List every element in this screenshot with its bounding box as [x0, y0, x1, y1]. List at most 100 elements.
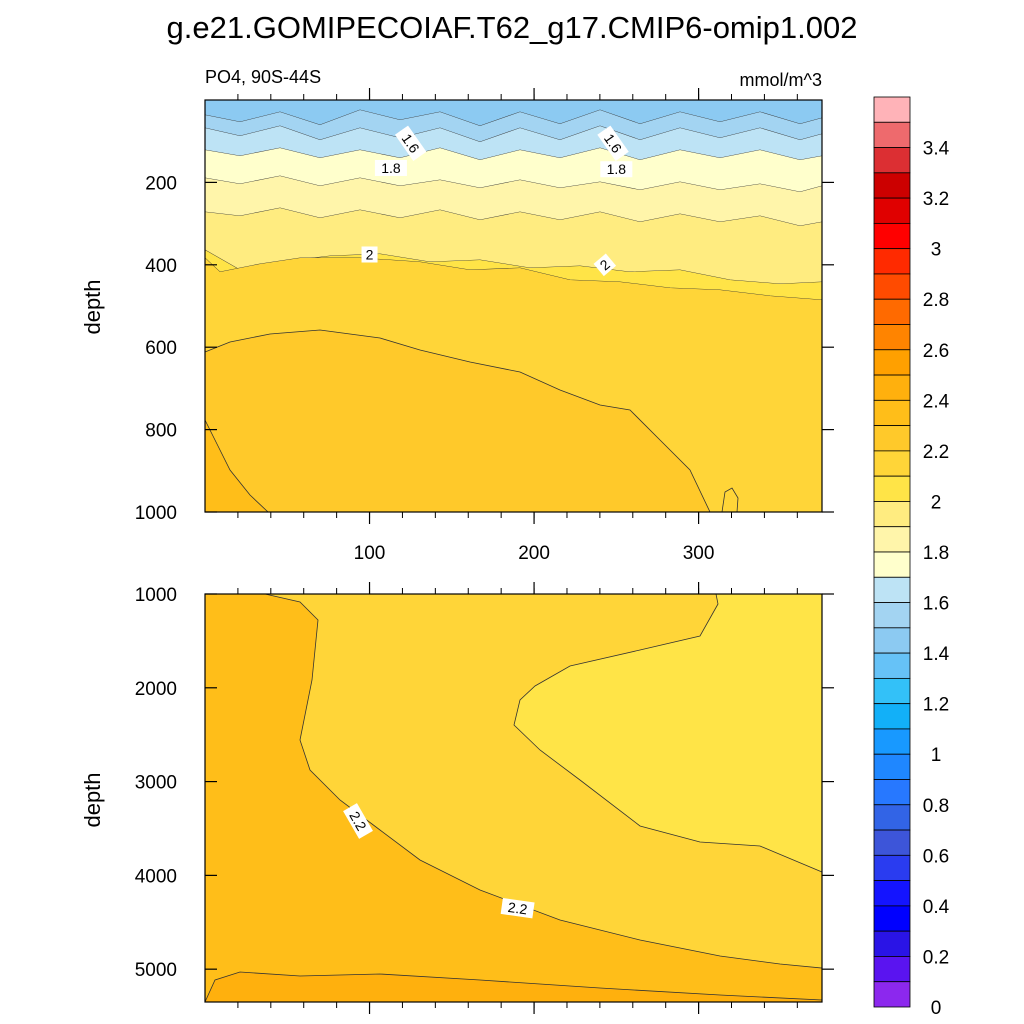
- colorbar-swatch: [873, 475, 911, 502]
- colorbar-swatch: [873, 222, 911, 250]
- colorbar-swatch: [873, 779, 911, 806]
- upper-contour-band: [205, 110, 822, 142]
- colorbar-swatch: [873, 905, 911, 932]
- colorbar-swatch: [873, 349, 911, 376]
- y-tick-label: 600: [145, 338, 177, 359]
- colorbar-swatch: [873, 298, 911, 325]
- colorbar-swatch: [873, 526, 911, 553]
- colorbar-label: 3.4: [923, 139, 950, 160]
- upper-contour-band: [205, 208, 822, 284]
- colorbar-swatch: [873, 172, 911, 199]
- colorbar-swatch: [873, 425, 911, 452]
- colorbar-swatch: [873, 450, 911, 477]
- colorbar-label: 2.6: [923, 341, 949, 362]
- colorbar-swatch: [873, 501, 911, 528]
- y-axis-label-upper: depth: [80, 279, 105, 334]
- x-tick-label: 100: [354, 543, 386, 564]
- colorbar-swatch: [873, 602, 911, 629]
- contour-label-text: 1.8: [381, 160, 401, 176]
- contour-label-text: 1.8: [607, 161, 627, 177]
- x-tick-label: 300: [683, 543, 715, 564]
- colorbar-label: 1.6: [923, 594, 949, 615]
- colorbar-swatch: [873, 930, 911, 957]
- colorbar-label: 3.2: [923, 189, 949, 210]
- colorbar-swatch: [873, 96, 911, 123]
- colorbar: 3.4 3.2 3 2.8 2.6 2.4 2.2 2 1.8 1.6 1.4 1.2 1 0.8 0.6 0…: [873, 96, 950, 1019]
- y-tick-label: 1000: [135, 585, 177, 606]
- y-axis-label-lower: depth: [80, 772, 105, 827]
- colorbar-label: 1.8: [923, 543, 949, 564]
- colorbar-swatch: [873, 677, 911, 705]
- upper-contour-band: [205, 126, 822, 160]
- colorbar-label: 0.8: [923, 796, 949, 817]
- colorbar-swatch: [873, 728, 911, 755]
- upper-contour-band: [205, 258, 822, 512]
- y-tick-label: 1000: [135, 503, 177, 524]
- colorbar-label: 2.8: [923, 290, 949, 311]
- colorbar-label: 1.4: [923, 644, 950, 665]
- colorbar-swatch: [873, 273, 911, 300]
- contour-label-bg: [593, 253, 617, 277]
- y-tick-label: 5000: [135, 960, 177, 981]
- y-tick-label: 2000: [135, 679, 177, 700]
- colorbar-label: 2: [931, 492, 942, 513]
- colorbar-swatch: [873, 197, 911, 224]
- colorbar-label: 0.2: [923, 947, 949, 968]
- contour-label-bg: [374, 159, 407, 176]
- colorbar-swatch: [873, 703, 911, 730]
- units-subtitle: mmol/m^3: [740, 70, 822, 90]
- contour-label-text: 2: [366, 247, 374, 263]
- colorbar-swatch: [873, 981, 911, 1008]
- upper-contour-band: [205, 100, 822, 126]
- colorbar-swatch: [873, 576, 911, 603]
- colorbar-label: 0.6: [923, 846, 949, 867]
- contour-label: 1.8: [374, 159, 407, 176]
- y-tick-label: 4000: [135, 866, 177, 887]
- contour-label: 2: [593, 253, 617, 277]
- contour-label: 1.8: [600, 161, 633, 178]
- contour-label: 2: [361, 246, 378, 263]
- colorbar-swatch: [873, 627, 911, 654]
- colorbar-label: 0.4: [923, 897, 950, 918]
- y-tick-label: 200: [145, 173, 177, 194]
- lower-contour-band: [513, 593, 823, 873]
- upper-contour-band: [205, 176, 822, 226]
- colorbar-swatch: [873, 551, 911, 578]
- colorbar-swatch: [873, 121, 911, 148]
- colorbar-swatch: [873, 880, 911, 907]
- colorbar-label: 0: [931, 998, 942, 1019]
- contour-label-text: 2.2: [507, 899, 529, 918]
- upper-contour-line: [204, 329, 822, 513]
- colorbar-swatch: [873, 399, 911, 427]
- left-subtitle: PO4, 90S-44S: [205, 67, 321, 87]
- colorbar-swatch: [873, 753, 911, 780]
- chart-title: g.e21.GOMIPECOIAF.T62_g17.CMIP6-omip1.00…: [167, 10, 858, 45]
- colorbar-label: 1: [931, 745, 942, 766]
- colorbar-label: 3: [931, 240, 942, 261]
- colorbar-swatch: [873, 956, 911, 983]
- contour-label: 2.2: [500, 898, 535, 919]
- colorbar-swatch: [873, 147, 911, 174]
- colorbar-swatch: [873, 374, 911, 401]
- colorbar-label: 2.2: [923, 442, 949, 463]
- colorbar-swatch: [873, 324, 911, 351]
- y-tick-label: 400: [145, 256, 177, 277]
- y-tick-label: 800: [145, 421, 177, 442]
- contour-label-bg: [600, 161, 633, 178]
- colorbar-label: 1.2: [923, 695, 949, 716]
- colorbar-swatch: [873, 248, 911, 275]
- y-tick-label: 3000: [135, 773, 177, 794]
- colorbar-label: 2.4: [923, 391, 950, 412]
- contour-label-bg: [500, 898, 535, 919]
- panel-frame: [204, 99, 823, 513]
- contour-label-bg: [343, 803, 373, 839]
- upper-contour-band: [205, 148, 822, 192]
- x-tick-label: 200: [518, 543, 550, 564]
- colorbar-swatch: [873, 652, 911, 679]
- colorbar-swatch: [873, 854, 911, 882]
- contour-label-bg: [394, 125, 427, 161]
- colorbar-swatch: [873, 804, 911, 831]
- panel-frame: [204, 593, 823, 1003]
